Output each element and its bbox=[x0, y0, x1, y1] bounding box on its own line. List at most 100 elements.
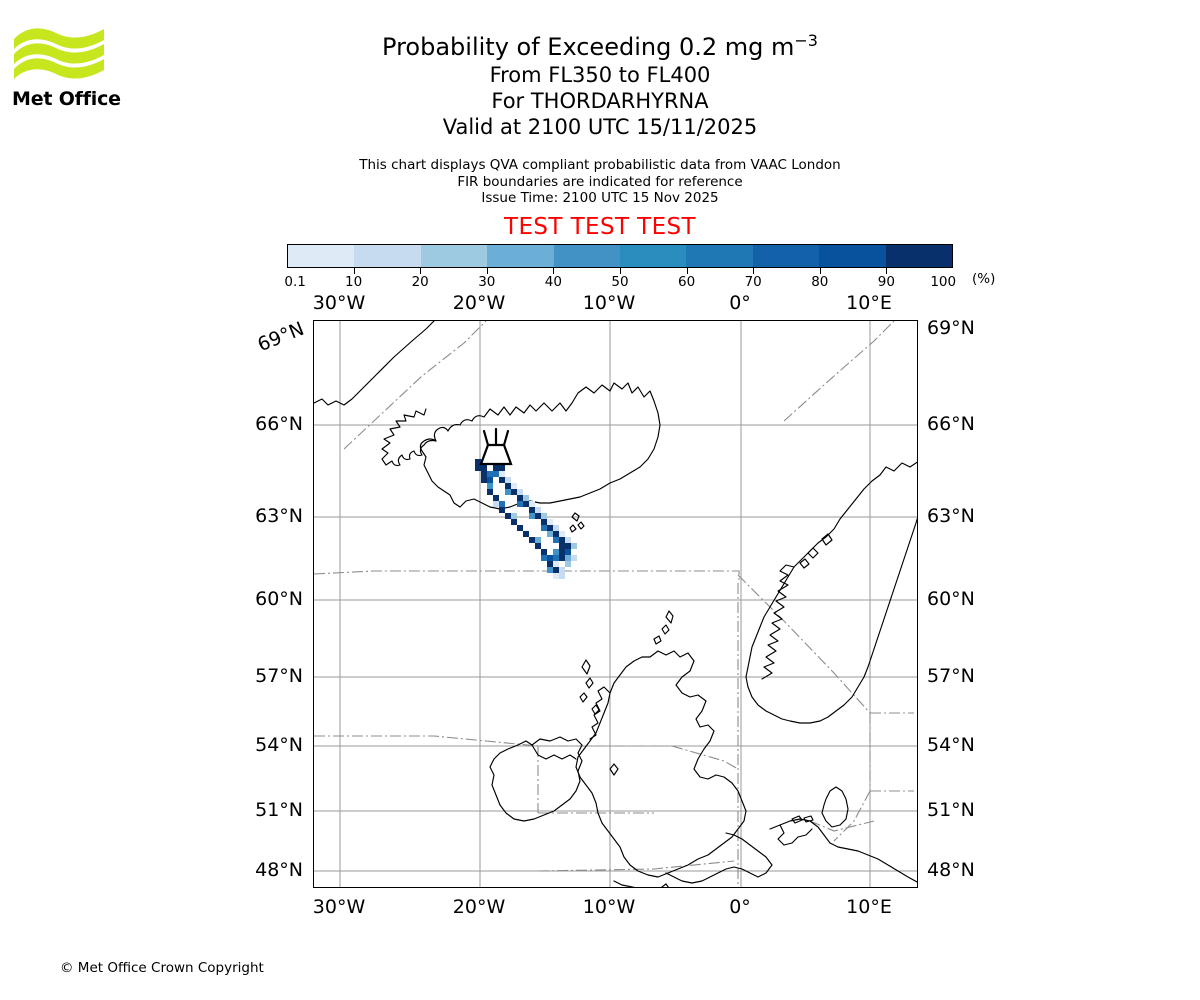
colorbar-band-80-90 bbox=[819, 245, 886, 267]
logo-wave-shape bbox=[14, 28, 104, 79]
colorbar-band-40-50 bbox=[553, 245, 621, 267]
lat-label-right-2: 63°N bbox=[927, 505, 975, 527]
main-title-text: Probability of Exceeding 0.2 mg m bbox=[382, 33, 795, 61]
lon-label-top-0: 30°W bbox=[312, 292, 366, 314]
lon-label-bottom-2: 10°W bbox=[582, 896, 636, 918]
colorbar-label-40: 40 bbox=[544, 274, 562, 290]
hebrides-islands bbox=[579, 659, 600, 715]
note-fir: FIR boundaries are indicated for referen… bbox=[457, 173, 743, 190]
map-frame[interactable] bbox=[313, 320, 918, 888]
coastlines bbox=[314, 321, 917, 887]
colorbar-band-0.1-10 bbox=[288, 245, 355, 267]
lon-label-top-1: 20°W bbox=[452, 292, 506, 314]
colorbar-band-70-80 bbox=[752, 245, 820, 267]
subtitle-valid-time: Valid at 2100 UTC 15/11/2025 bbox=[442, 115, 758, 139]
lat-label-right-6: 51°N bbox=[927, 799, 975, 821]
colorbar-tick-60 bbox=[686, 268, 688, 274]
copyright-notice: © Met Office Crown Copyright bbox=[60, 960, 264, 976]
colorbar-tick-labels: 0.1 10 20 30 40 50 60 70 80 90 100 bbox=[284, 274, 957, 292]
note-issue-time: Issue Time: 2100 UTC 15 Nov 2025 bbox=[481, 190, 719, 207]
scandinavia-coast bbox=[745, 461, 917, 724]
lon-label-bottom-3: 0° bbox=[729, 896, 751, 918]
colorbar-tick-30 bbox=[486, 268, 488, 274]
great-britain-coast bbox=[575, 650, 747, 878]
colorbar-tick-90 bbox=[886, 268, 888, 274]
lon-label-top-4: 10°E bbox=[846, 292, 892, 314]
map-canvas bbox=[314, 321, 917, 887]
northern-ireland-border bbox=[531, 744, 577, 760]
chart-title-block: Probability of Exceeding 0.2 mg m−3 From… bbox=[0, 26, 1200, 140]
lat-label-left-4: 57°N bbox=[255, 665, 303, 687]
graticule-gridlines bbox=[314, 321, 917, 887]
colorbar-label-30: 30 bbox=[478, 274, 496, 290]
colorbar-band-60-70 bbox=[686, 245, 753, 267]
iceland-westfjords bbox=[381, 408, 437, 467]
met-office-logo bbox=[12, 22, 122, 117]
page-title: Probability of Exceeding 0.2 mg m−3 bbox=[0, 26, 1200, 62]
faroe-islands bbox=[569, 512, 585, 533]
colorbar-unit-label: (%) bbox=[972, 271, 996, 287]
subtitle-flight-levels: From FL350 to FL400 bbox=[489, 63, 711, 87]
volcano-marker-icon bbox=[479, 427, 513, 466]
colorbar-label-100: 100 bbox=[930, 274, 957, 290]
colorbar-band-90-100 bbox=[885, 245, 953, 267]
colorbar-label-0.1: 0.1 bbox=[284, 274, 306, 290]
lat-label-right-4: 57°N bbox=[927, 665, 975, 687]
subtitle-volcano: For THORDARHYRNA bbox=[491, 89, 709, 113]
colorbar-tick-20 bbox=[420, 268, 422, 274]
met-office-brand-name: Met Office bbox=[12, 88, 121, 110]
colorbar-label-10: 10 bbox=[345, 274, 363, 290]
lat-label-left-2: 63°N bbox=[255, 505, 303, 527]
france-coast bbox=[665, 832, 773, 884]
lat-label-left-6: 51°N bbox=[255, 799, 303, 821]
map-panel: 30°W 20°W 10°W 0° 10°E 30°W 20°W 10°W 0°… bbox=[254, 292, 974, 918]
wadden-islands bbox=[791, 815, 814, 824]
lat-label-right-1: 66°N bbox=[927, 413, 975, 435]
lon-label-top-3: 0° bbox=[729, 292, 751, 314]
test-banner: TEST TEST TEST bbox=[504, 214, 696, 240]
iceland-coast bbox=[419, 382, 661, 510]
norway-fjords-detail bbox=[761, 564, 795, 680]
colorbar-tick-40 bbox=[553, 268, 555, 274]
lat-label-left-1: 66°N bbox=[255, 413, 303, 435]
shetland-orkney bbox=[653, 610, 674, 645]
lat-label-left-5: 54°N bbox=[255, 734, 303, 756]
lat-label-right-0: 69°N bbox=[927, 317, 975, 339]
ireland-coast bbox=[489, 736, 583, 822]
greenland-coast bbox=[314, 321, 435, 406]
lon-label-bottom-1: 20°W bbox=[452, 896, 506, 918]
netherlands-detail bbox=[777, 824, 813, 846]
lon-label-bottom-0: 30°W bbox=[312, 896, 366, 918]
colorbar-band-30-40 bbox=[487, 245, 554, 267]
probability-colorbar: 0.1 10 20 30 40 50 60 70 80 90 100 bbox=[284, 244, 956, 290]
chart-notes: This chart displays QVA compliant probab… bbox=[0, 157, 1200, 207]
colorbar-label-90: 90 bbox=[877, 274, 895, 290]
colorbar-label-50: 50 bbox=[611, 274, 629, 290]
fir-boundaries bbox=[314, 321, 914, 887]
lat-label-right-7: 48°N bbox=[927, 859, 975, 881]
denmark-coast bbox=[821, 786, 849, 828]
colorbar-ticks bbox=[287, 268, 953, 275]
colorbar-tick-50 bbox=[620, 268, 621, 274]
ash-plume-heatmap bbox=[475, 459, 577, 579]
lat-label-right-5: 54°N bbox=[927, 734, 975, 756]
colorbar-label-60: 60 bbox=[678, 274, 696, 290]
colorbar-label-70: 70 bbox=[744, 274, 762, 290]
colorbar-bands bbox=[287, 244, 953, 268]
note-qva: This chart displays QVA compliant probab… bbox=[359, 157, 841, 173]
scotland-west-coast-detail bbox=[589, 686, 611, 740]
main-title-exponent: −3 bbox=[794, 31, 818, 50]
colorbar-band-50-60 bbox=[620, 245, 687, 267]
colorbar-label-80: 80 bbox=[811, 274, 829, 290]
continental-europe-coast bbox=[769, 818, 917, 883]
brittany-coast bbox=[613, 880, 635, 887]
lon-label-bottom-4: 10°E bbox=[846, 896, 892, 918]
channel-islands bbox=[661, 883, 669, 887]
norway-islands bbox=[799, 533, 833, 569]
lat-label-left-3: 60°N bbox=[255, 588, 303, 610]
colorbar-tick-80 bbox=[819, 268, 821, 274]
lon-label-top-2: 10°W bbox=[582, 292, 636, 314]
colorbar-band-20-30 bbox=[420, 245, 488, 267]
colorbar-label-20: 20 bbox=[411, 274, 429, 290]
colorbar-tick-70 bbox=[753, 268, 755, 274]
